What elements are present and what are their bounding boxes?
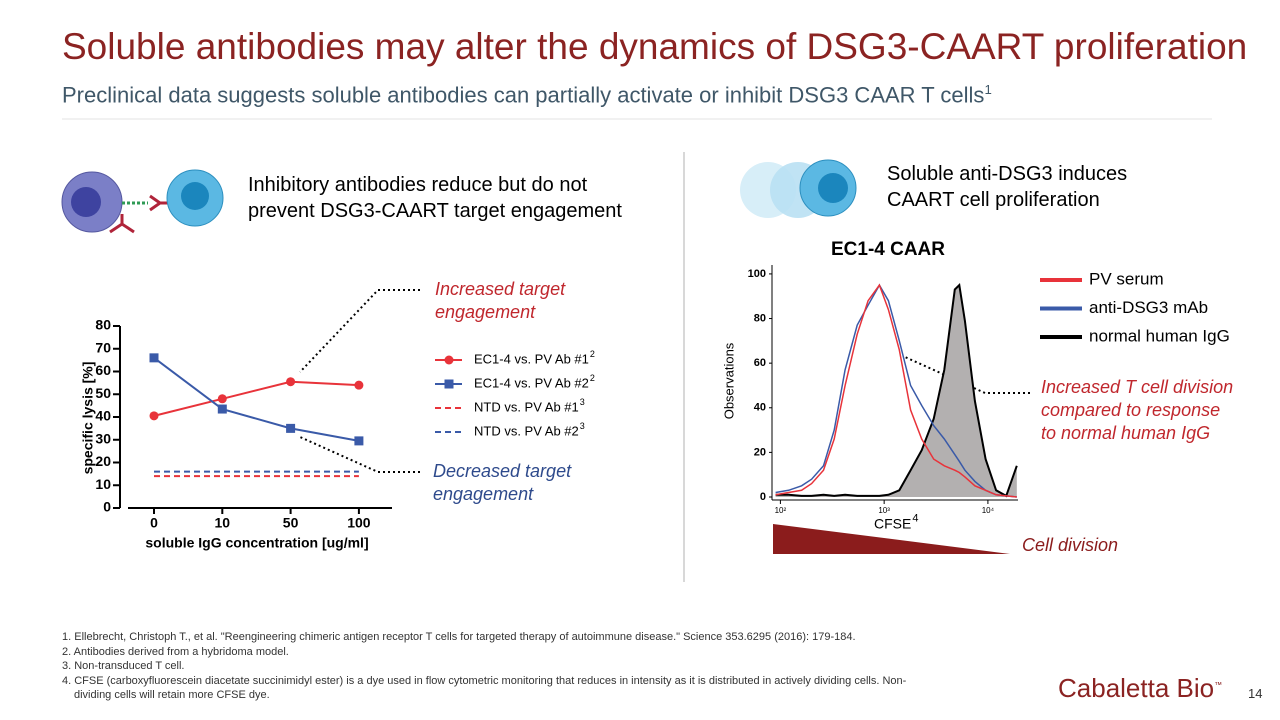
legend-label: EC1-4 vs. PV Ab #2 <box>474 375 589 390</box>
data-point <box>354 380 364 390</box>
x-tick-label: 10² <box>775 506 787 515</box>
data-point <box>149 353 159 363</box>
footnote: 4. CFSE (carboxyfluorescein diacetate su… <box>62 674 907 702</box>
slide-subtitle: Preclinical data suggests soluble antibo… <box>62 82 992 108</box>
legend-label: NTD vs. PV Ab #1 <box>474 399 579 414</box>
footnote: 3. Non-transduced T cell. <box>62 660 185 672</box>
y-tick-label: 20 <box>754 446 766 458</box>
line: prevent DSG3-CAART target engagement <box>248 200 622 222</box>
x-axis-label: CFSE <box>874 516 911 532</box>
footnotes: 1. Ellebrecht, Christoph T., et al. "Ree… <box>62 630 932 703</box>
superscript: 3 <box>580 421 585 431</box>
y-tick-label: 80 <box>754 312 766 324</box>
subtitle: Preclinical data suggests soluble antibo… <box>62 82 985 108</box>
x-tick-label: 50 <box>283 515 299 531</box>
y-tick-label: 20 <box>95 453 111 469</box>
legend-label: NTD vs. PV Ab #2 <box>474 423 579 438</box>
y-tick-label: 60 <box>95 362 111 378</box>
annotation: Decreased target engagement <box>433 460 571 506</box>
annotation: Cell division <box>1022 535 1119 555</box>
logo-mark: ™ <box>1214 680 1223 690</box>
annotation: Increased target engagement <box>435 278 565 324</box>
legend-label: PV serum <box>1089 269 1164 288</box>
x-tick-label: 100 <box>347 515 371 531</box>
line: Increased T cell division <box>1041 377 1234 397</box>
data-point <box>149 411 159 421</box>
series-line <box>775 283 1017 498</box>
line: Inhibitory antibodies reduce but do not <box>248 174 588 196</box>
panel-heading: Soluble anti-DSG3 induces CAART cell prol… <box>887 161 1127 213</box>
cell-icon <box>61 169 224 234</box>
line: engagement <box>433 484 534 504</box>
line: Decreased target <box>433 461 572 481</box>
series-line <box>153 357 360 442</box>
series-line <box>775 283 1018 498</box>
y-tick-label: 50 <box>95 385 111 401</box>
line: engagement <box>435 302 536 322</box>
logo-text: Cabaletta Bio <box>1058 673 1215 703</box>
superscript: 4 <box>912 513 918 525</box>
chart-title: EC1-4 CAAR <box>831 239 945 260</box>
y-tick-label: 80 <box>95 317 111 333</box>
x-tick-label: 10 <box>215 515 231 531</box>
line: Soluble anti-DSG3 induces <box>887 163 1128 185</box>
y-axis-label: Observations <box>721 342 736 419</box>
series-line <box>775 283 1017 498</box>
series-line <box>153 380 359 417</box>
y-tick-label: 70 <box>95 339 111 355</box>
annotation-arrow <box>904 356 1030 394</box>
footnote: 1. Ellebrecht, Christoph T., et al. "Ree… <box>62 631 856 643</box>
x-tick-label: 10⁴ <box>982 506 995 515</box>
annotation-arrow <box>299 436 420 473</box>
legend-label: anti-DSG3 mAb <box>1089 298 1208 317</box>
line: CAART cell proliferation <box>887 189 1100 211</box>
x-tick-label: 10³ <box>878 506 890 515</box>
x-axis-label: soluble IgG concentration [ug/ml] <box>145 535 368 551</box>
footnote: 2. Antibodies derived from a hybridoma m… <box>62 645 289 658</box>
legend-marker <box>444 379 454 389</box>
y-tick-label: 40 <box>754 402 766 414</box>
legend-marker <box>444 355 454 365</box>
data-point <box>217 404 227 414</box>
superscript: 2 <box>590 349 595 359</box>
legend-label: EC1-4 vs. PV Ab #1 <box>474 351 589 366</box>
superscript: 1 <box>984 82 992 97</box>
cell-division-wedge <box>773 524 1010 554</box>
data-point <box>217 394 227 404</box>
x-tick-label: 0 <box>150 515 158 531</box>
y-tick-label: 60 <box>754 357 766 369</box>
y-tick-label: 100 <box>748 268 766 280</box>
legend-label: normal human IgG <box>1089 326 1230 345</box>
slide-title: Soluble antibodies may alter the dynamic… <box>62 26 1248 67</box>
y-tick-label: 10 <box>95 476 111 492</box>
data-point <box>354 436 364 446</box>
superscript: 3 <box>580 397 585 407</box>
line: to normal human IgG <box>1041 423 1211 443</box>
panel-heading: Inhibitory antibodies reduce but do not p… <box>248 172 622 224</box>
series-area <box>775 285 1017 497</box>
cell-icon <box>740 159 857 218</box>
y-tick-label: 0 <box>760 491 766 503</box>
y-tick-label: 30 <box>95 430 111 446</box>
line: compared to response <box>1041 400 1221 420</box>
y-tick-label: 40 <box>95 408 111 424</box>
logo: Cabaletta Bio™ <box>1058 673 1222 704</box>
annotation-arrow <box>299 289 420 373</box>
line: Increased target <box>435 279 566 299</box>
page-number: 14 <box>1248 686 1263 701</box>
superscript: 2 <box>590 373 595 383</box>
y-tick-label: 0 <box>103 499 111 515</box>
data-point <box>286 423 296 433</box>
y-axis-label: specific lysis [%] <box>80 362 96 475</box>
data-point <box>286 377 296 387</box>
annotation: Increased T cell division compared to res… <box>1041 376 1233 445</box>
